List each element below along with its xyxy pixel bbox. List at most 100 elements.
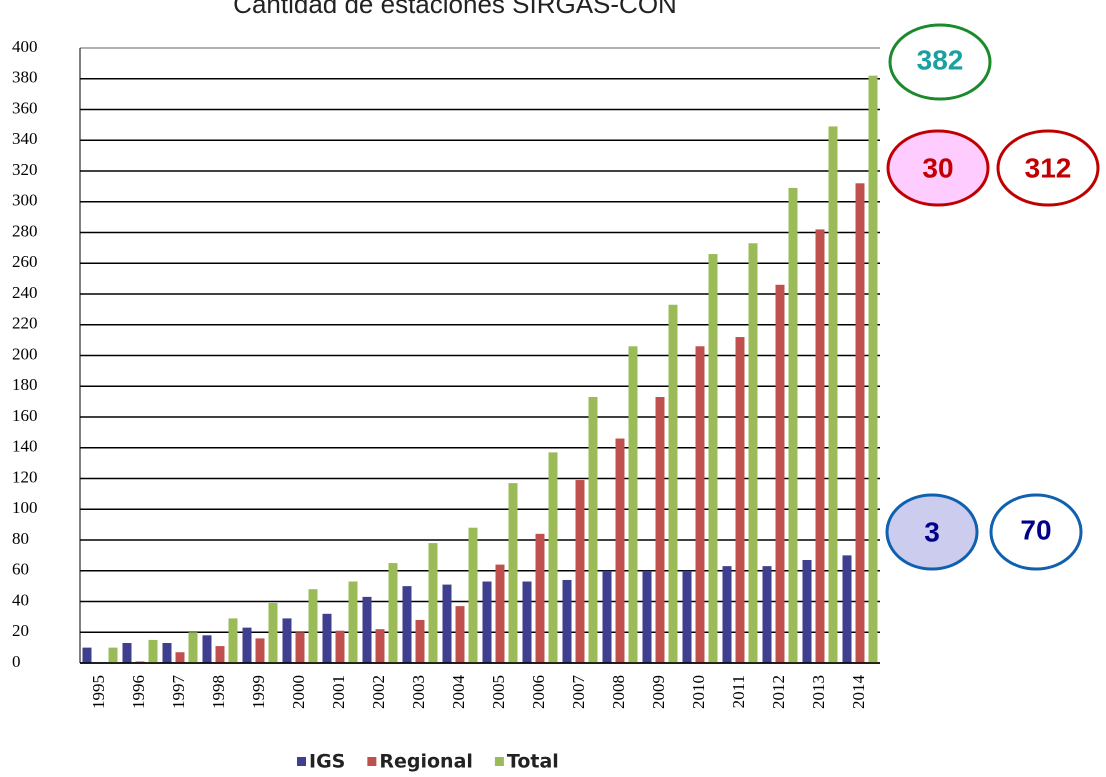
bar [428,543,438,663]
bar [202,635,212,663]
bar [748,243,758,663]
bar [735,337,745,663]
y-tick-label: 220 [12,314,38,333]
bar [375,629,385,663]
x-tick-label: 2012 [769,675,788,709]
x-tick-label: 1999 [249,675,268,709]
bar [455,606,465,663]
x-tick-label: 2014 [849,675,868,710]
y-tick-label: 20 [12,621,29,640]
annotation: 382 [917,44,964,75]
bar [788,187,798,663]
x-tick-label: 2013 [809,675,828,709]
y-tick-label: 380 [12,68,38,87]
bar [442,584,452,663]
x-tick-label: 2011 [729,675,748,708]
annotation: 30 [922,152,953,183]
y-tick-label: 300 [12,191,38,210]
bar [522,581,532,663]
x-tick-label: 2007 [569,675,588,710]
annotation: 3 [924,516,940,547]
bar [388,563,398,663]
annotation-ellipse [888,23,992,101]
bar [588,397,598,663]
bar [655,397,665,663]
y-tick-label: 240 [12,283,38,302]
x-tick-label: 2005 [489,675,508,709]
bar [562,579,572,663]
x-tick-label: 1998 [209,675,228,709]
y-tick-label: 260 [12,252,38,271]
y-tick-label: 320 [12,160,38,179]
y-tick-label: 0 [12,652,21,671]
annotation-ellipse [989,493,1083,571]
bar [468,527,478,663]
bar [335,630,345,663]
annotation-ellipse [885,493,979,571]
legend-label: IGS [309,751,345,773]
bar [268,603,278,663]
bar [122,643,132,663]
bar [682,570,692,663]
y-tick-label: 140 [12,437,38,456]
bar [855,183,865,664]
bar [695,346,705,663]
x-tick-label: 2006 [529,675,548,709]
x-tick-label: 2004 [449,675,468,710]
bar [508,483,518,663]
x-tick-label: 2003 [409,675,428,709]
bar [482,581,492,663]
bar [828,126,838,664]
bar [762,566,772,663]
bar [322,613,332,663]
y-tick-label: 280 [12,221,38,240]
bar [188,632,198,663]
bar [802,559,812,663]
y-tick-label: 40 [12,590,29,609]
bar [215,646,225,663]
y-tick-label: 160 [12,406,38,425]
legend-label: Regional [379,751,473,773]
bar [668,304,678,663]
bar [402,586,412,663]
bar [628,346,638,663]
bar [602,570,612,663]
bar [175,652,185,663]
bar [282,618,292,663]
x-tick-label: 2000 [289,675,308,709]
x-tick-label: 1996 [129,675,148,709]
legend-swatch [494,757,504,766]
bar [82,647,92,663]
x-tick-label: 2001 [329,675,348,709]
x-tick-label: 2009 [649,675,668,709]
x-tick-label: 2008 [609,675,628,709]
y-tick-label: 180 [12,375,38,394]
bar [495,564,505,663]
x-tick-label: 2002 [369,675,388,709]
bar [295,632,305,663]
y-tick-label: 400 [12,37,38,56]
bar [548,452,558,663]
bar [255,638,265,663]
legend-label: Total [507,751,559,773]
bar [842,555,852,663]
y-tick-label: 360 [12,98,38,117]
annotation-ellipse [886,129,990,207]
bar [868,75,878,664]
y-tick-label: 60 [12,560,29,579]
bar [815,229,825,664]
bar [228,618,238,663]
bar [415,619,425,663]
x-tick-label: 1995 [89,675,108,709]
x-tick-label: 1997 [169,675,188,710]
annotation-ellipse [996,129,1100,207]
bar [575,480,585,663]
y-tick-label: 80 [12,529,29,548]
bar [348,581,358,663]
bar [148,639,158,663]
x-tick-label: 2010 [689,675,708,709]
y-tick-label: 100 [12,498,38,517]
bar [642,570,652,663]
bar [775,284,785,663]
